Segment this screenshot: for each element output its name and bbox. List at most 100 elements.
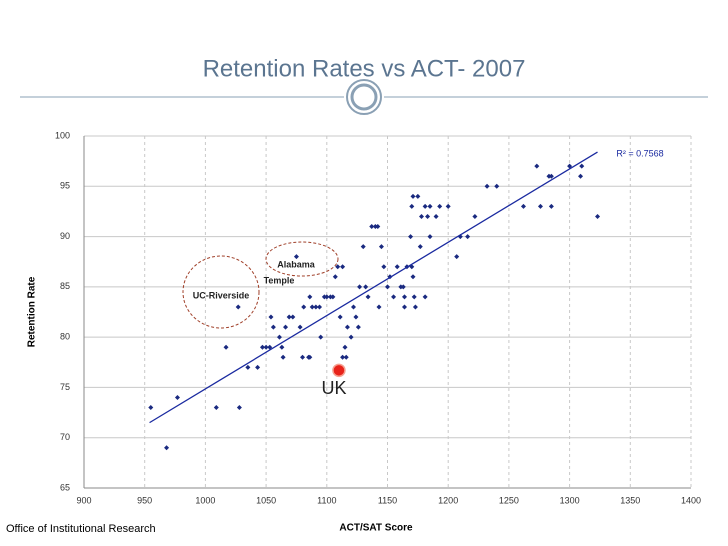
x-tick-label: 900 <box>76 495 91 505</box>
point <box>410 274 416 280</box>
point <box>427 203 433 209</box>
point <box>348 334 354 340</box>
point <box>534 163 540 169</box>
point <box>418 213 424 219</box>
x-axis-label: ACT/SAT Score <box>339 523 413 534</box>
point <box>268 314 274 320</box>
point <box>259 344 265 350</box>
point <box>213 405 219 411</box>
point <box>351 304 357 310</box>
point <box>363 284 369 290</box>
point <box>422 203 428 209</box>
point <box>409 203 415 209</box>
point <box>445 203 451 209</box>
point <box>394 264 400 270</box>
point <box>300 354 306 360</box>
trendline <box>149 151 598 424</box>
point <box>318 334 324 340</box>
point <box>520 203 526 209</box>
point <box>307 354 313 360</box>
point <box>422 294 428 300</box>
plot: 65 70 75 80 85 90 95 100 900 950 1000 1050 1100 1150 1… <box>55 130 701 505</box>
point <box>340 264 346 270</box>
point <box>365 294 371 300</box>
point <box>342 344 348 350</box>
point <box>494 183 500 189</box>
point <box>245 364 251 370</box>
point <box>408 234 414 240</box>
point <box>255 364 261 370</box>
point <box>309 304 315 310</box>
x-tick-label: 1200 <box>438 495 458 505</box>
y-axis-label: Retention Rate <box>27 276 38 347</box>
point <box>276 334 282 340</box>
y-tick-label: 75 <box>60 382 70 392</box>
x-tick-label: 950 <box>137 495 152 505</box>
circle-highlight <box>182 255 260 329</box>
point <box>401 294 407 300</box>
y-tick-label: 80 <box>60 332 70 342</box>
point <box>335 264 341 270</box>
point <box>401 304 407 310</box>
r-squared: R² = 0.7568 <box>616 148 663 158</box>
point <box>417 244 423 250</box>
point <box>578 173 584 179</box>
x-tick-label: 1000 <box>195 495 215 505</box>
point <box>344 324 350 330</box>
x-tick-label: 1350 <box>620 495 640 505</box>
point <box>412 304 418 310</box>
point <box>343 354 349 360</box>
point <box>385 284 390 290</box>
x-tick-label: 1300 <box>560 495 580 505</box>
point <box>148 405 154 411</box>
point <box>537 203 543 209</box>
y-tick-label: 85 <box>60 281 70 291</box>
point <box>313 304 319 310</box>
point <box>567 163 573 169</box>
x-tick-label: 1050 <box>256 495 276 505</box>
point <box>280 354 286 360</box>
point <box>378 244 384 250</box>
y-tick-label: 70 <box>60 432 70 442</box>
point <box>301 304 307 310</box>
point <box>330 294 336 300</box>
x-tick-label: 1150 <box>378 495 397 505</box>
annotation: UK <box>321 378 346 398</box>
point <box>286 314 292 320</box>
point <box>337 314 343 320</box>
point <box>433 213 439 219</box>
point <box>360 244 366 250</box>
point <box>472 213 478 219</box>
point <box>548 203 554 209</box>
point <box>324 294 330 300</box>
x-tick-label: 1100 <box>317 495 336 505</box>
point <box>164 445 170 451</box>
point <box>297 324 303 330</box>
point <box>381 264 387 270</box>
highlight-point <box>332 363 346 378</box>
point <box>267 344 273 350</box>
point <box>595 213 601 219</box>
point <box>369 224 375 230</box>
point <box>270 324 276 330</box>
point <box>437 203 443 209</box>
y-tick-label: 95 <box>60 181 70 191</box>
annotation: Alabama <box>277 259 316 269</box>
point <box>410 193 416 199</box>
point <box>307 294 313 300</box>
point <box>290 314 296 320</box>
point <box>332 274 338 280</box>
point <box>235 304 241 310</box>
point <box>353 314 359 320</box>
point <box>355 324 361 330</box>
title-ornament <box>350 83 378 111</box>
point <box>236 405 242 411</box>
point <box>391 294 397 300</box>
chart-title: Retention Rates vs ACT- 2007 <box>203 55 526 82</box>
point <box>548 173 554 179</box>
point <box>484 183 490 189</box>
footer: Office of Institutional Research <box>6 523 156 535</box>
point <box>400 284 406 290</box>
point <box>454 254 460 260</box>
